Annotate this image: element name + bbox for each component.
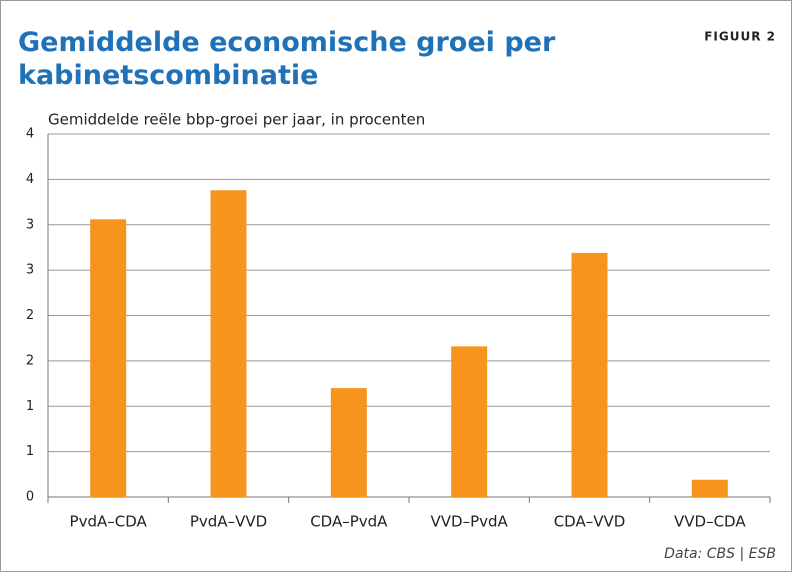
bar xyxy=(90,219,127,497)
y-tick-label: 2 xyxy=(26,308,34,323)
subtitle: Gemiddelde reële bbp-groei per jaar, in … xyxy=(48,111,425,129)
y-tick-label: 4 xyxy=(26,172,34,187)
bar xyxy=(330,388,367,497)
chart-title-line: Gemiddelde economische groei per xyxy=(18,27,556,58)
y-tick-label: 3 xyxy=(26,263,34,278)
figure-label: FIGUUR 2 xyxy=(704,30,776,44)
bar xyxy=(571,252,608,497)
bar xyxy=(691,479,728,497)
x-tick-label: VVD–PvdA xyxy=(431,513,509,531)
x-tick-label: PvdA–CDA xyxy=(70,513,148,531)
bar xyxy=(210,190,247,497)
source: Data: CBS | ESB xyxy=(664,546,776,562)
bar xyxy=(451,346,488,497)
x-tick-label: CDA–PvdA xyxy=(310,513,388,531)
chart-title: Gemiddelde economische groei per kabinet… xyxy=(18,27,565,91)
x-tick-label: CDA–VVD xyxy=(554,513,626,531)
y-tick-label: 4 xyxy=(26,127,34,142)
x-tick-label: PvdA–VVD xyxy=(190,513,267,531)
y-tick-label: 2 xyxy=(26,353,34,368)
x-tick-label: VVD–CDA xyxy=(674,513,746,531)
y-tick-label: 1 xyxy=(26,399,34,414)
y-tick-label: 3 xyxy=(26,217,34,232)
y-tick-label: 0 xyxy=(26,490,34,505)
y-tick-label: 1 xyxy=(26,444,34,459)
chart-title-line: kabinetscombinatie xyxy=(18,60,318,91)
